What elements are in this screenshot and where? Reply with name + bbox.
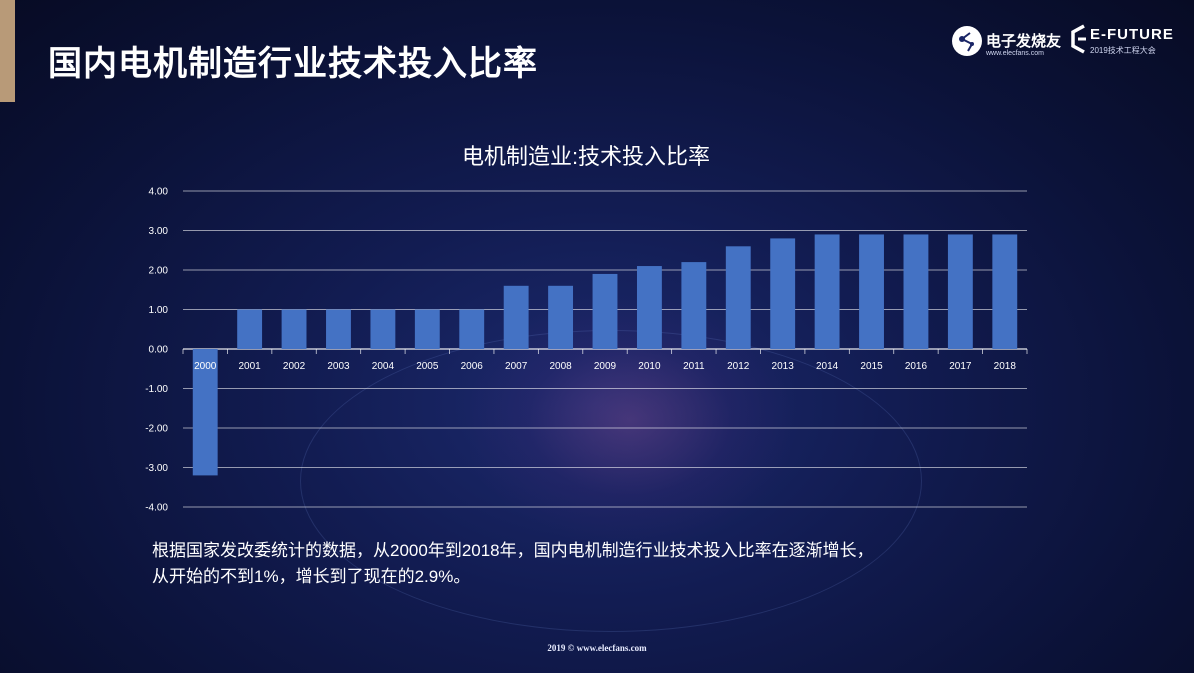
x-tick-label: 2011 (683, 361, 705, 372)
bar-2015 (859, 234, 884, 349)
elecfans-logo: 电子发烧友 www.elecfans.com (950, 20, 1062, 64)
bar-2013 (770, 238, 796, 349)
x-tick-label: 2003 (327, 361, 350, 372)
efuture-logo-subtitle: 2019技术工程大会 (1090, 46, 1156, 55)
bar-2016 (903, 234, 929, 349)
y-tick-label: -2.00 (145, 424, 168, 435)
x-tick-label: 2009 (594, 361, 617, 372)
bar-2018 (992, 234, 1018, 349)
x-tick-label: 2012 (727, 361, 750, 372)
y-tick-label: 0.00 (149, 345, 169, 356)
slide-footer: 2019 © www.elecfans.com (547, 643, 647, 653)
x-tick-label: 2001 (239, 361, 262, 372)
y-tick-label: 4.00 (149, 187, 169, 198)
chart-y-ticks: 4.00 3.00 2.00 1.00 0.00 -1.00 -2.00 -3.00 -4.00 (145, 187, 168, 514)
x-tick-label: 2010 (638, 361, 661, 372)
y-tick-label: 2.00 (149, 266, 169, 277)
caption-line-1: 根据国家发改委统计的数据，从2000年到2018年，国内电机制造行业技术投入比率… (152, 541, 874, 560)
bar-2011 (681, 262, 707, 349)
y-tick-label: -1.00 (145, 384, 168, 395)
y-tick-label: -4.00 (145, 503, 168, 514)
bar-2009 (592, 273, 618, 349)
bar-2004 (370, 309, 396, 349)
bar-2017 (947, 234, 973, 349)
x-tick-label: 2013 (772, 361, 795, 372)
bar-2005 (414, 309, 440, 349)
page-title: 国内电机制造行业技术投入比率 (48, 45, 538, 83)
x-tick-label: 2016 (905, 361, 928, 372)
chart-x-ticks: 2000 2001 2002 2003 2004 2005 2006 2007 2008 2009… (194, 361, 1016, 372)
x-tick-label: 2006 (461, 361, 484, 372)
y-tick-label: 1.00 (149, 305, 169, 316)
x-tick-label: 2015 (860, 361, 883, 372)
x-tick-label: 2005 (416, 361, 439, 372)
bar-2003 (326, 309, 351, 349)
bar-2010 (636, 266, 662, 349)
bar-2007 (503, 285, 529, 349)
efuture-logo-name: E-FUTURE (1090, 26, 1174, 43)
bar-2012 (725, 246, 751, 349)
x-tick-label: 2007 (505, 361, 528, 372)
slide-caption: 根据国家发改委统计的数据，从2000年到2018年，国内电机制造行业技术投入比率… (152, 538, 1032, 590)
bar-2002 (281, 309, 307, 349)
bar-2001 (237, 309, 263, 349)
x-tick-label: 2000 (194, 361, 217, 372)
x-tick-label: 2004 (372, 361, 395, 372)
efuture-logo-icon (1071, 24, 1086, 54)
y-tick-label: 3.00 (149, 226, 169, 237)
bar-2014 (814, 234, 840, 349)
bar-2008 (548, 285, 574, 349)
chart-title: 电机制造业:技术投入比率 (462, 144, 710, 169)
caption-line-2: 从开始的不到1%，增长到了现在的2.9%。 (152, 567, 471, 586)
accent-bar (0, 0, 15, 102)
elecfans-logo-icon (952, 26, 982, 56)
x-tick-label: 2017 (949, 361, 972, 372)
elecfans-logo-name: 电子发烧友 (986, 33, 1062, 50)
x-tick-label: 2002 (283, 361, 306, 372)
efuture-logo: E-FUTURE 2019技术工程大会 (1070, 22, 1180, 62)
chart-bars (192, 234, 1018, 476)
x-tick-label: 2014 (816, 361, 839, 372)
y-tick-label: -3.00 (145, 463, 168, 474)
x-tick-label: 2008 (549, 361, 572, 372)
bar-2006 (459, 309, 485, 349)
elecfans-logo-url: www.elecfans.com (986, 50, 1044, 57)
bar-2000 (192, 349, 218, 476)
x-tick-label: 2018 (994, 361, 1017, 372)
